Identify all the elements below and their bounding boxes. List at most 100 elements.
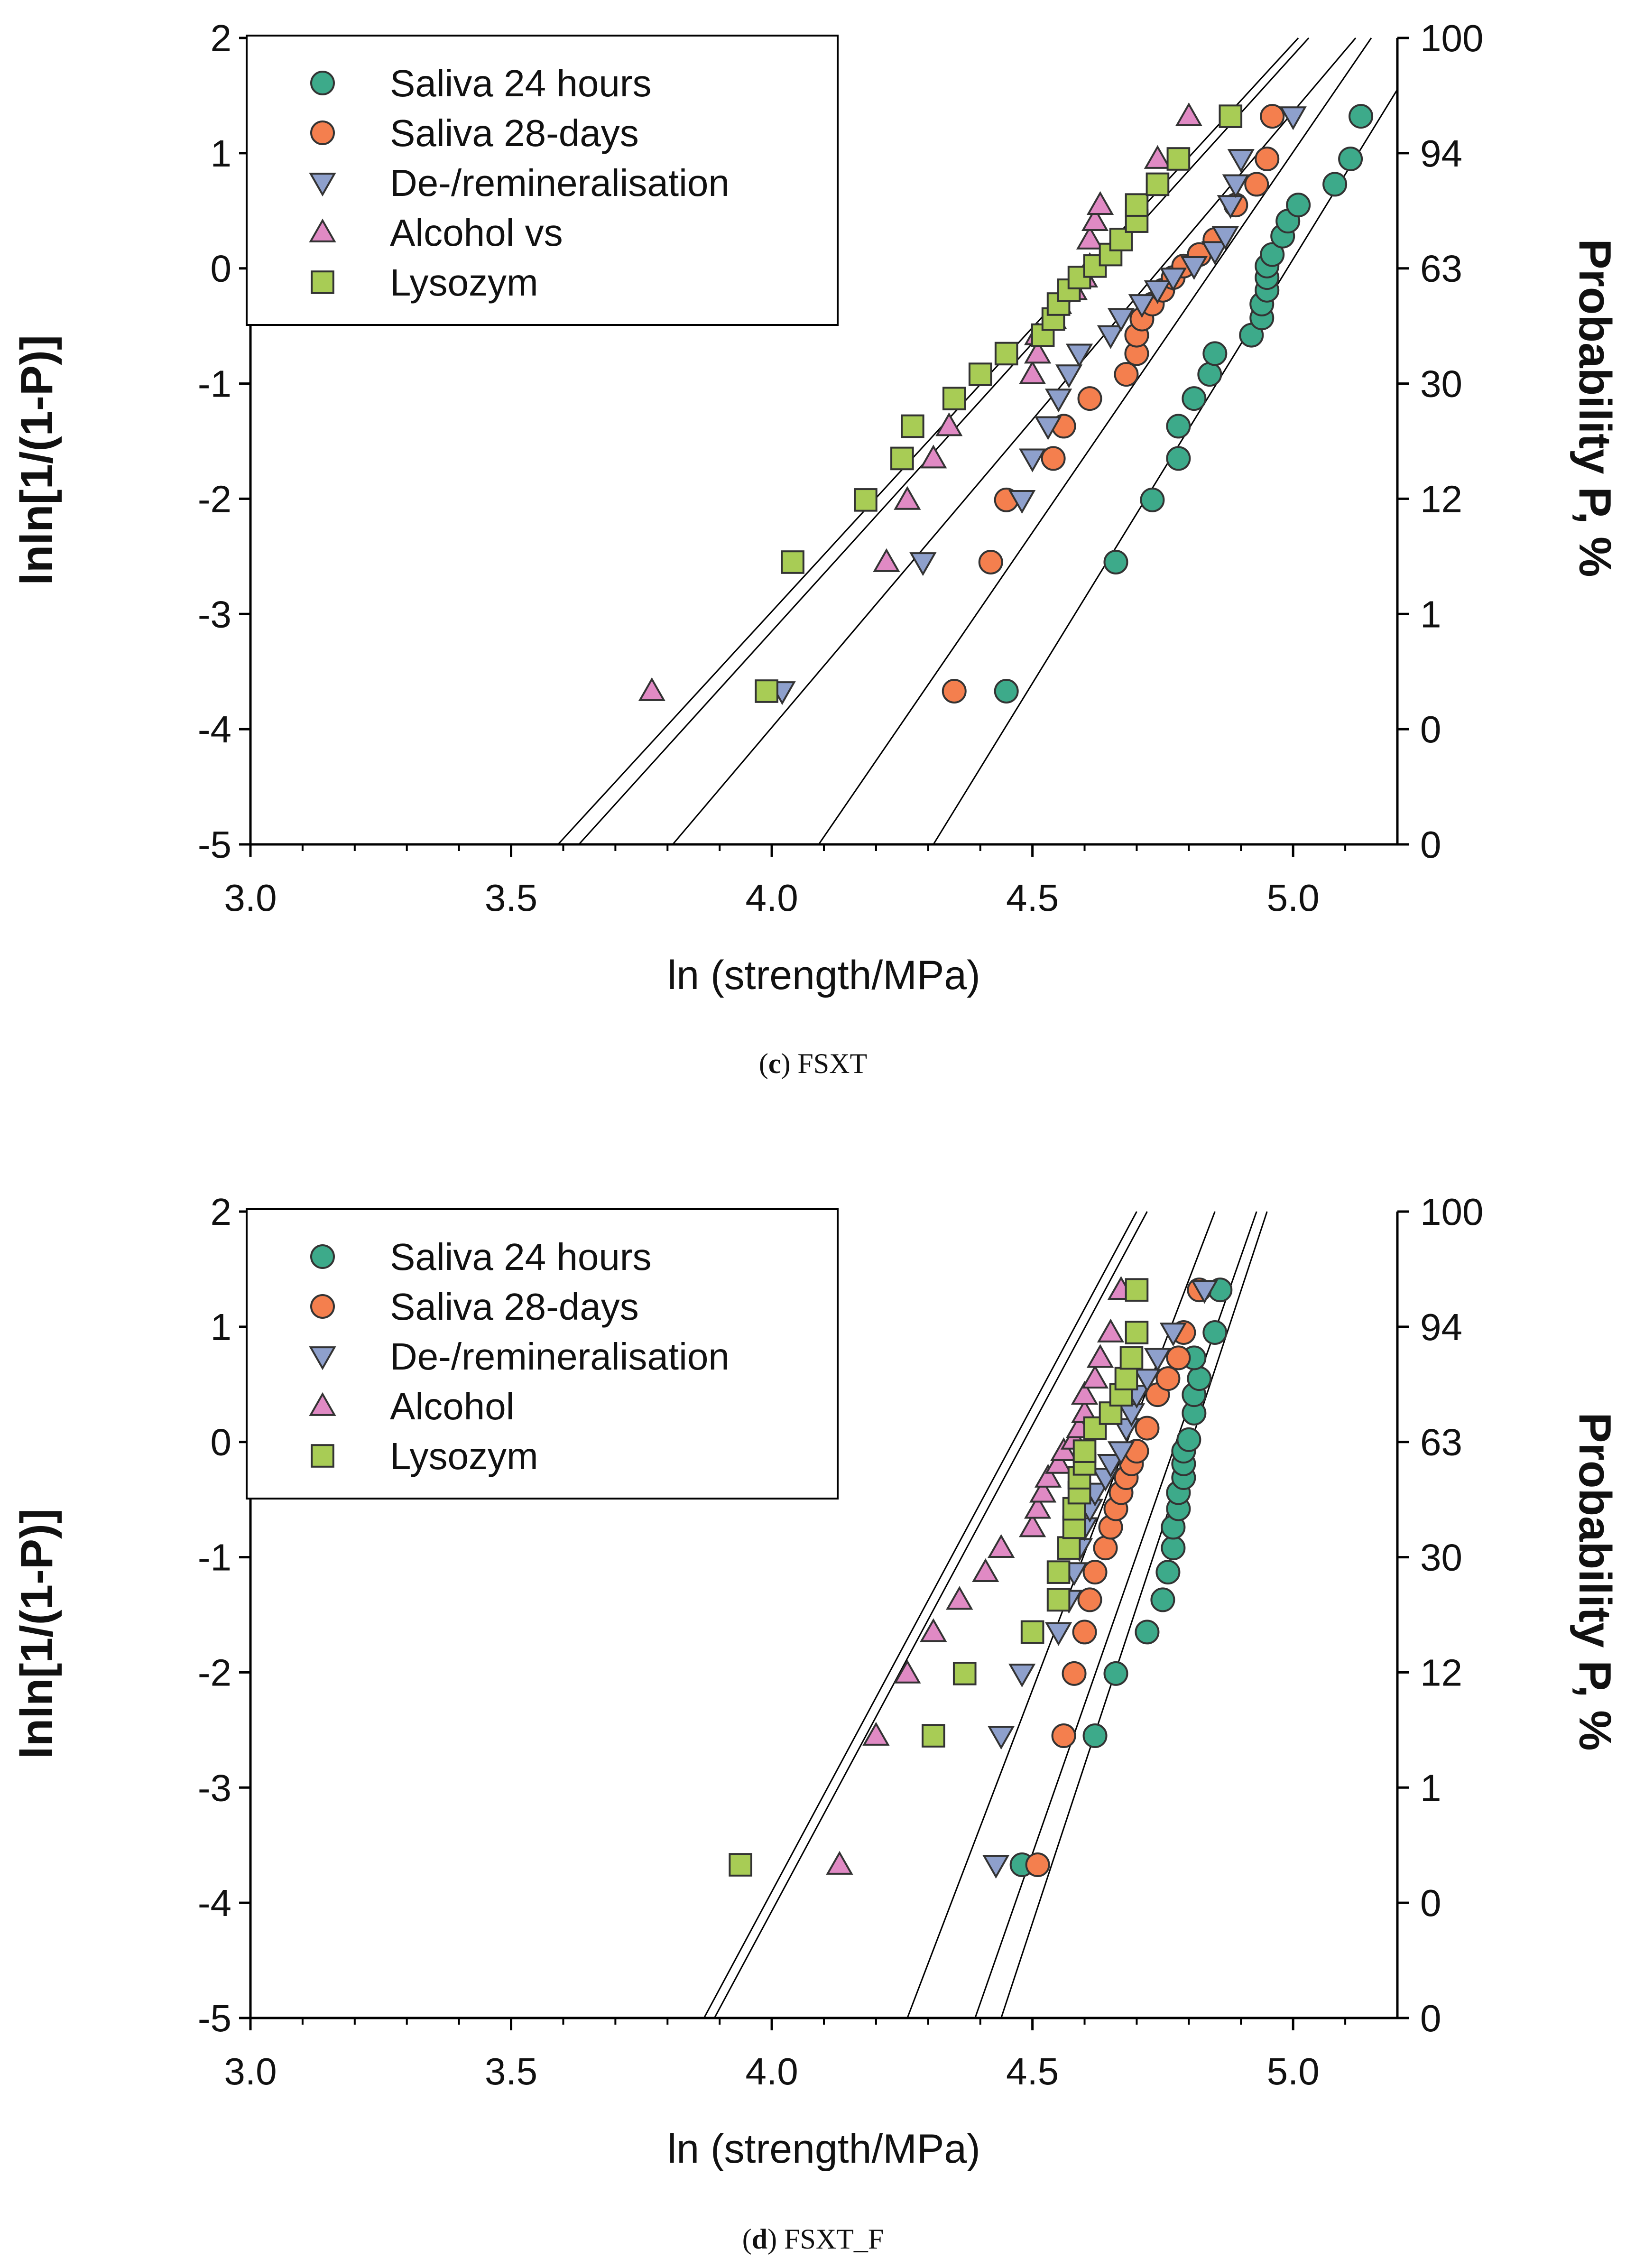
data-point	[935, 412, 963, 436]
data-point	[1202, 341, 1228, 366]
data-point	[901, 414, 924, 438]
y-tick-label: -5	[198, 1997, 231, 2039]
legend-marker	[310, 1294, 335, 1319]
data-point	[854, 488, 878, 512]
data-point	[1166, 446, 1191, 471]
fit-line-4	[557, 37, 1299, 844]
data-point	[972, 1558, 999, 1583]
legend-label: Saliva 24 hours	[390, 62, 651, 104]
data-point	[1166, 1345, 1191, 1370]
data-point	[1114, 362, 1139, 387]
data-point	[1097, 325, 1125, 349]
data-point	[1159, 1323, 1187, 1347]
x-tick-label: 4.0	[745, 877, 798, 919]
data-point	[909, 552, 937, 576]
x-axis-label: ln (strength/MPa)	[667, 2126, 980, 2172]
data-point	[1086, 1344, 1114, 1368]
legend-marker	[309, 1392, 336, 1416]
data-point	[1219, 104, 1243, 128]
data-point	[1097, 1453, 1125, 1478]
legend-marker	[309, 173, 336, 197]
data-point	[1133, 1369, 1161, 1393]
data-point	[968, 362, 992, 386]
legend: Saliva 24 hours Saliva 28-days De-/reminer…	[246, 1208, 839, 1500]
legend-label: Lysozym	[390, 261, 538, 304]
series-0	[994, 104, 1374, 704]
y-tick-label: -3	[198, 1767, 231, 1809]
x-tick-label: 4.0	[745, 2050, 798, 2092]
data-point	[1155, 1560, 1181, 1585]
data-point	[1018, 360, 1046, 385]
data-point	[1103, 1661, 1128, 1686]
data-point	[1093, 1536, 1118, 1561]
y-tick-label: 2	[211, 17, 232, 59]
data-point	[988, 1726, 1015, 1750]
data-point	[1081, 207, 1109, 231]
y2-tick-label: 94	[1420, 1306, 1462, 1348]
y-tick-label: -2	[198, 1651, 231, 1694]
y-tick-label: -2	[198, 478, 231, 520]
data-point	[1279, 106, 1307, 130]
y-tick-label: -1	[198, 363, 231, 405]
data-point	[1191, 1280, 1218, 1304]
data-point	[1140, 487, 1165, 512]
x-tick-label: 4.5	[1006, 2050, 1059, 2092]
data-point	[894, 486, 921, 510]
y2-tick-label: 1	[1420, 593, 1441, 635]
data-point	[1338, 147, 1363, 171]
plot-area	[557, 37, 1397, 844]
data-point	[1055, 364, 1083, 389]
legend-label: De-/remineralisation	[390, 162, 730, 204]
data-point	[873, 548, 900, 572]
data-point	[1222, 174, 1249, 198]
fit-line-3	[713, 1211, 1148, 2018]
data-point	[1155, 1366, 1181, 1391]
data-point	[1107, 1441, 1135, 1465]
x-tick-label: 5.0	[1267, 2050, 1320, 2092]
y-tick-label: -3	[198, 593, 231, 635]
data-point	[1097, 1318, 1125, 1342]
legend-marker	[310, 120, 335, 145]
y2-tick-label: 1	[1420, 1767, 1441, 1809]
plot-area	[703, 1211, 1268, 2018]
legend-marker	[311, 270, 334, 294]
data-point	[1077, 1587, 1102, 1612]
panel-caption: (c) FSXT	[759, 1048, 867, 1079]
data-point	[1025, 1852, 1050, 1877]
y-tick-label: -5	[198, 824, 231, 866]
data-point	[1144, 1348, 1172, 1372]
legend-label: Saliva 24 hours	[390, 1236, 651, 1278]
x-tick-label: 3.0	[224, 877, 277, 919]
data-point	[1020, 1620, 1044, 1644]
data-point	[920, 1618, 947, 1642]
data-point	[1024, 340, 1052, 364]
data-point	[994, 679, 1019, 704]
data-point	[1135, 1416, 1160, 1441]
y2-tick-label: 100	[1420, 17, 1483, 59]
y-tick-label: 0	[211, 1421, 232, 1463]
data-point	[1077, 386, 1102, 411]
y2-tick-label: 0	[1420, 1997, 1441, 2039]
data-point	[1202, 1320, 1228, 1345]
data-point	[638, 677, 665, 701]
x-tick-label: 4.5	[1006, 877, 1059, 919]
data-point	[978, 550, 1003, 574]
series-2	[768, 106, 1307, 705]
data-point	[1119, 1346, 1144, 1370]
data-point	[1057, 1536, 1081, 1560]
data-point	[1008, 490, 1036, 514]
x-tick-label: 5.0	[1267, 877, 1320, 919]
data-point	[1114, 1367, 1138, 1390]
data-point	[1107, 308, 1135, 332]
data-point	[982, 1855, 1010, 1879]
fit-line-1	[818, 37, 1372, 844]
data-point	[1166, 414, 1191, 439]
data-point	[922, 1724, 945, 1748]
data-point	[1041, 446, 1066, 471]
data-point	[1197, 362, 1222, 387]
y2-tick-label: 0	[1420, 708, 1441, 750]
legend-label: De-/remineralisation	[390, 1335, 730, 1378]
data-point	[1187, 1366, 1212, 1391]
